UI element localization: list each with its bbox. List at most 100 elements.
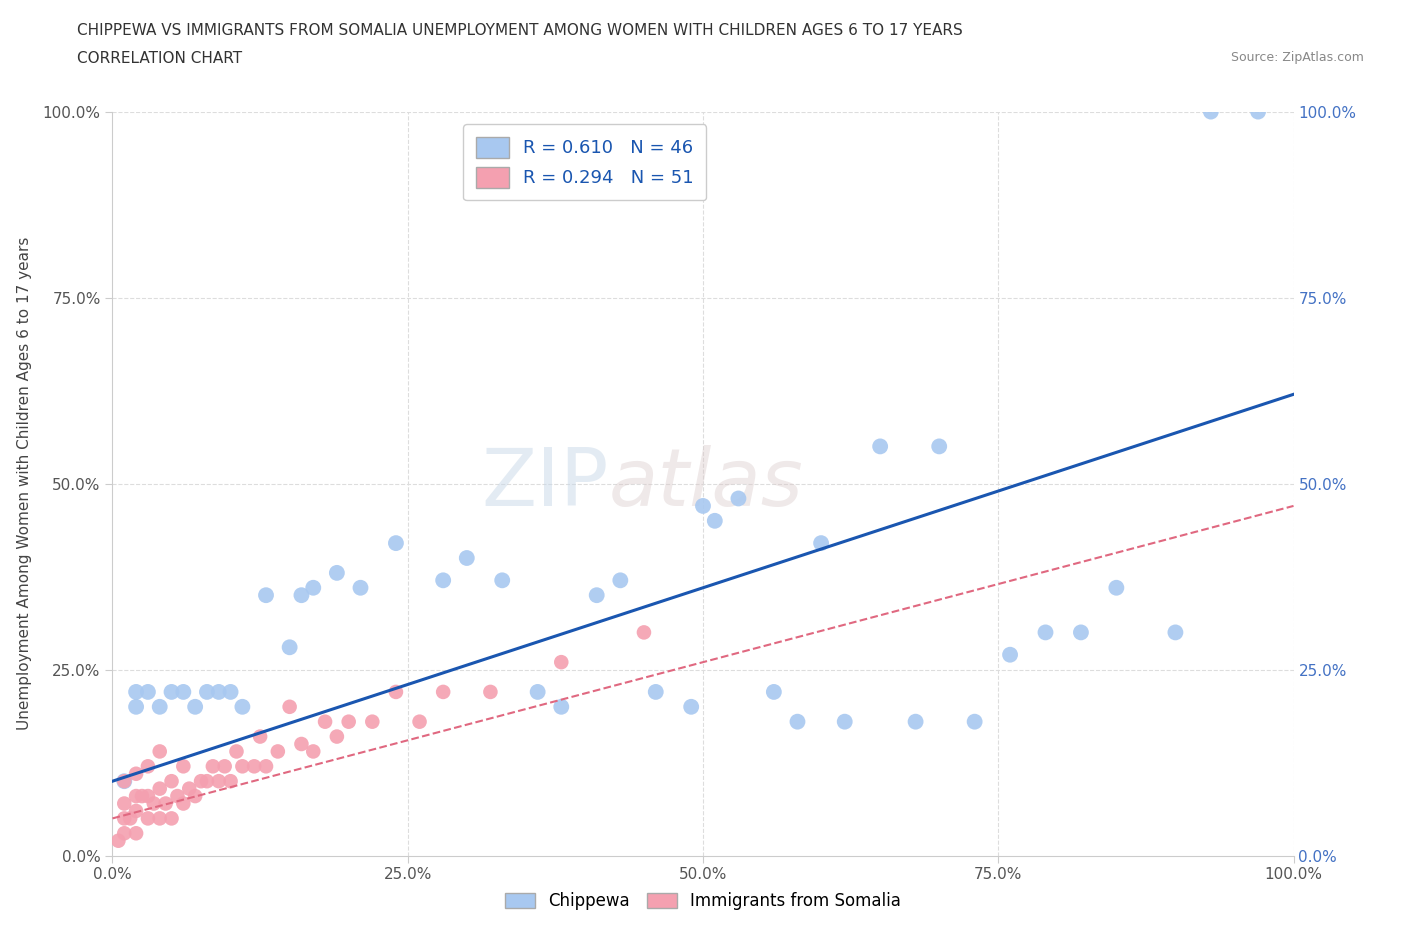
Point — [201, 759, 224, 774]
Point — [385, 684, 408, 699]
Point — [136, 684, 159, 699]
Point — [254, 588, 277, 603]
Point — [136, 789, 159, 804]
Point — [214, 759, 236, 774]
Point — [585, 588, 607, 603]
Point — [131, 789, 153, 804]
Point — [125, 684, 148, 699]
Point — [526, 684, 548, 699]
Point — [149, 744, 172, 759]
Point — [225, 744, 247, 759]
Point — [337, 714, 360, 729]
Point — [267, 744, 290, 759]
Point — [385, 536, 408, 551]
Point — [1247, 104, 1270, 119]
Point — [208, 774, 231, 789]
Point — [727, 491, 749, 506]
Y-axis label: Unemployment Among Women with Children Ages 6 to 17 years: Unemployment Among Women with Children A… — [17, 237, 31, 730]
Point — [1164, 625, 1187, 640]
Point — [231, 759, 253, 774]
Point — [998, 647, 1021, 662]
Point — [491, 573, 513, 588]
Point — [361, 714, 384, 729]
Point — [112, 811, 135, 826]
Point — [160, 684, 183, 699]
Point — [125, 699, 148, 714]
Point — [904, 714, 927, 729]
Point — [249, 729, 271, 744]
Point — [125, 766, 148, 781]
Point — [432, 684, 454, 699]
Point — [112, 796, 135, 811]
Point — [125, 804, 148, 818]
Point — [762, 684, 785, 699]
Text: CHIPPEWA VS IMMIGRANTS FROM SOMALIA UNEMPLOYMENT AMONG WOMEN WITH CHILDREN AGES : CHIPPEWA VS IMMIGRANTS FROM SOMALIA UNEM… — [77, 23, 963, 38]
Point — [184, 789, 207, 804]
Point — [166, 789, 188, 804]
Point — [1070, 625, 1092, 640]
Point — [869, 439, 891, 454]
Point — [149, 699, 172, 714]
Point — [692, 498, 714, 513]
Point — [786, 714, 808, 729]
Point — [550, 699, 572, 714]
Point — [302, 744, 325, 759]
Point — [928, 439, 950, 454]
Point — [963, 714, 986, 729]
Point — [125, 826, 148, 841]
Point — [290, 737, 312, 751]
Point — [1105, 580, 1128, 595]
Legend: Chippewa, Immigrants from Somalia: Chippewa, Immigrants from Somalia — [498, 885, 908, 917]
Point — [112, 774, 135, 789]
Point — [1035, 625, 1057, 640]
Point — [172, 759, 194, 774]
Point — [160, 774, 183, 789]
Point — [195, 684, 218, 699]
Point — [479, 684, 502, 699]
Point — [278, 699, 301, 714]
Point — [155, 796, 177, 811]
Point — [408, 714, 430, 729]
Text: ZIP: ZIP — [481, 445, 609, 523]
Text: atlas: atlas — [609, 445, 803, 523]
Point — [195, 774, 218, 789]
Point — [326, 565, 349, 580]
Point — [125, 789, 148, 804]
Point — [160, 811, 183, 826]
Point — [172, 796, 194, 811]
Point — [550, 655, 572, 670]
Point — [184, 699, 207, 714]
Point — [120, 811, 142, 826]
Point — [243, 759, 266, 774]
Point — [1199, 104, 1222, 119]
Point — [432, 573, 454, 588]
Point — [810, 536, 832, 551]
Point — [644, 684, 666, 699]
Point — [834, 714, 856, 729]
Point — [314, 714, 336, 729]
Point — [112, 826, 135, 841]
Point — [302, 580, 325, 595]
Point — [349, 580, 371, 595]
Point — [219, 774, 242, 789]
Text: Source: ZipAtlas.com: Source: ZipAtlas.com — [1230, 51, 1364, 64]
Point — [190, 774, 212, 789]
Point — [179, 781, 201, 796]
Point — [703, 513, 725, 528]
Point — [681, 699, 703, 714]
Point — [136, 811, 159, 826]
Point — [149, 811, 172, 826]
Point — [219, 684, 242, 699]
Point — [136, 759, 159, 774]
Point — [254, 759, 277, 774]
Point — [456, 551, 478, 565]
Point — [609, 573, 631, 588]
Point — [112, 774, 135, 789]
Point — [278, 640, 301, 655]
Point — [172, 684, 194, 699]
Point — [149, 781, 172, 796]
Point — [208, 684, 231, 699]
Legend: R = 0.610   N = 46, R = 0.294   N = 51: R = 0.610 N = 46, R = 0.294 N = 51 — [464, 125, 706, 200]
Point — [633, 625, 655, 640]
Point — [326, 729, 349, 744]
